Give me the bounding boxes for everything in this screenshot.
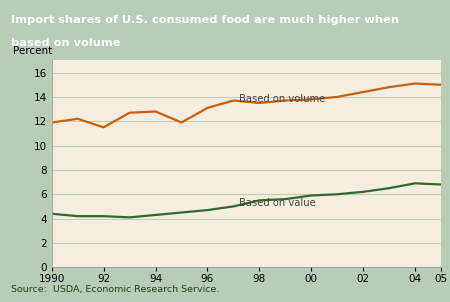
Text: Based on value: Based on value xyxy=(238,198,315,208)
Text: Import shares of U.S. consumed food are much higher when: Import shares of U.S. consumed food are … xyxy=(11,15,400,25)
Text: Based on volume: Based on volume xyxy=(238,95,325,104)
Text: based on volume: based on volume xyxy=(11,38,121,48)
Text: Percent: Percent xyxy=(13,46,52,56)
Text: Source:  USDA, Economic Research Service.: Source: USDA, Economic Research Service. xyxy=(11,285,220,294)
